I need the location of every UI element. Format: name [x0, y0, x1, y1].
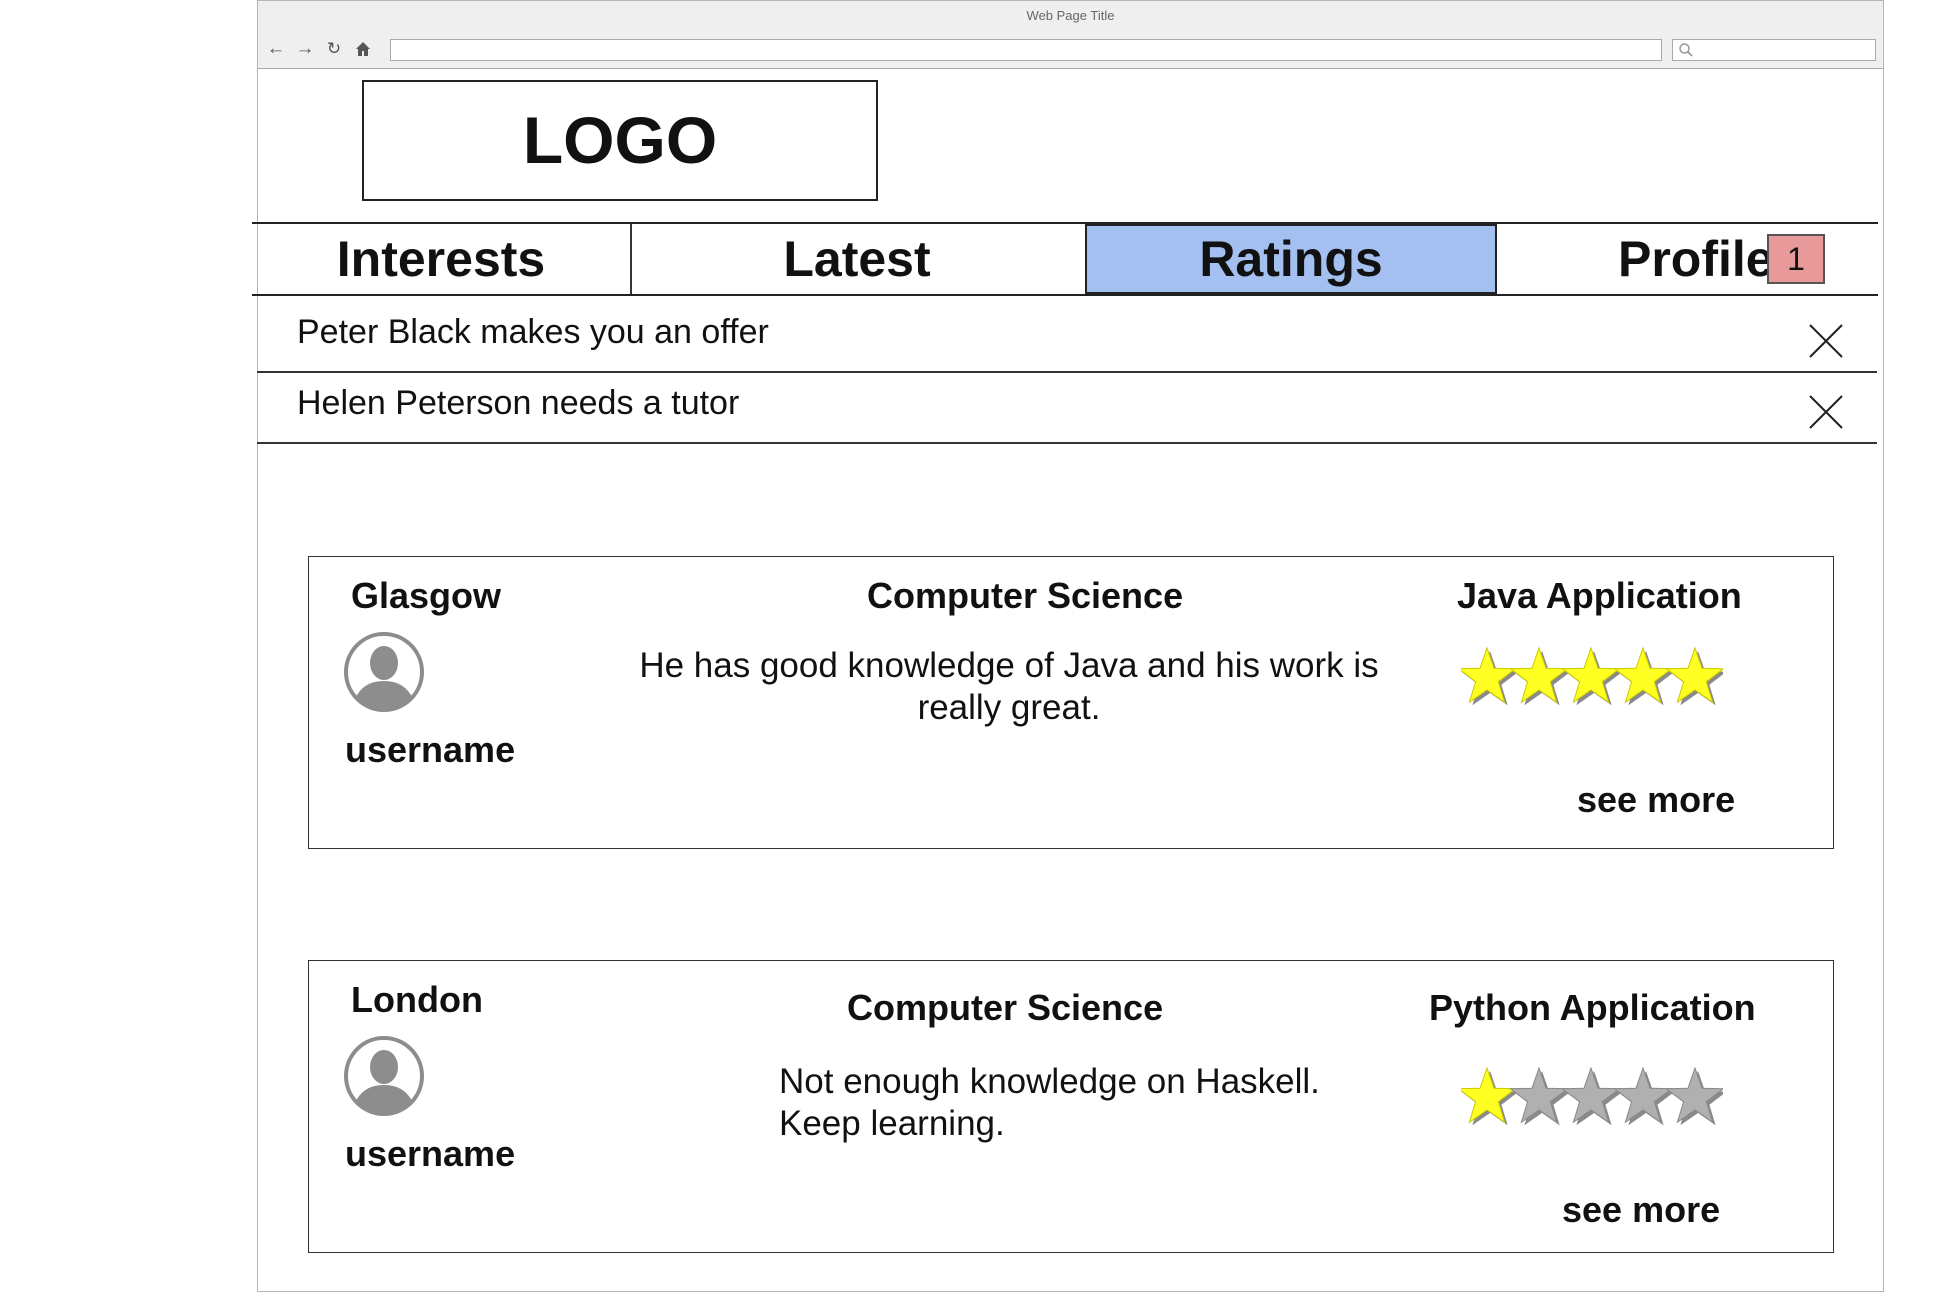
- browser-search-field[interactable]: [1672, 39, 1876, 61]
- window-title: Web Page Title: [258, 1, 1883, 32]
- tab-interests[interactable]: Interests: [336, 231, 546, 287]
- avatar-icon[interactable]: [343, 631, 425, 713]
- star-rating: [1461, 646, 1723, 706]
- rating-subject: Computer Science: [867, 575, 1184, 616]
- nav-top-border: [252, 222, 1878, 224]
- rating-subject: Computer Science: [847, 987, 1164, 1028]
- profile-notification-badge: 1: [1767, 234, 1825, 284]
- star-filled-icon: [1461, 1066, 1517, 1124]
- rating-username[interactable]: username: [345, 1133, 516, 1174]
- star-filled-icon: [1665, 646, 1723, 704]
- browser-window: Web Page Title ← → ↻: [257, 0, 1884, 1292]
- star-empty-icon: [1561, 1066, 1621, 1124]
- see-more-link[interactable]: see more: [1562, 1189, 1721, 1230]
- reload-icon[interactable]: ↻: [326, 39, 342, 58]
- browser-toolbar: ← → ↻: [258, 31, 1883, 69]
- address-bar[interactable]: [390, 39, 1662, 61]
- star-filled-icon: [1561, 646, 1621, 704]
- rating-city: Glasgow: [351, 575, 502, 616]
- see-more-link[interactable]: see more: [1577, 779, 1736, 820]
- notification-text: Helen Peterson needs a tutor: [297, 384, 740, 422]
- tab-ratings[interactable]: Ratings: [1085, 224, 1497, 294]
- close-icon[interactable]: [1808, 323, 1844, 359]
- star-empty-icon: [1509, 1066, 1569, 1124]
- rating-card: Glasgow username Computer Science He has…: [308, 556, 1834, 849]
- main-navigation: Interests Latest Ratings Profile 1: [252, 222, 1878, 297]
- rating-comment: Not enough knowledge on Haskell. Keep le…: [779, 1062, 1320, 1143]
- notification-divider: [257, 442, 1877, 444]
- tab-latest[interactable]: Latest: [783, 231, 931, 287]
- notification-item[interactable]: Helen Peterson needs a tutor: [257, 374, 1877, 444]
- search-icon: [1679, 43, 1693, 57]
- rating-card: London username Computer Science Not eno…: [308, 960, 1834, 1253]
- star-filled-icon: [1461, 646, 1517, 704]
- notification-item[interactable]: Peter Black makes you an offer: [257, 303, 1877, 373]
- site-logo[interactable]: LOGO: [362, 80, 878, 201]
- star-empty-icon: [1613, 1066, 1673, 1124]
- tab-divider: [630, 224, 632, 294]
- star-filled-icon: [1509, 646, 1569, 704]
- rating-project: Java Application: [1457, 575, 1742, 616]
- star-filled-icon: [1613, 646, 1673, 704]
- nav-bottom-border: [252, 294, 1878, 296]
- star-rating: [1461, 1066, 1723, 1126]
- forward-arrow-icon[interactable]: →: [295, 38, 315, 59]
- avatar-icon[interactable]: [343, 1035, 425, 1117]
- rating-project: Python Application: [1429, 987, 1756, 1028]
- star-empty-icon: [1665, 1066, 1723, 1124]
- notification-divider: [257, 371, 1877, 373]
- back-arrow-icon[interactable]: ←: [266, 38, 286, 59]
- rating-username[interactable]: username: [345, 729, 516, 770]
- notification-text: Peter Black makes you an offer: [297, 313, 769, 351]
- close-icon[interactable]: [1808, 394, 1844, 430]
- home-icon[interactable]: [352, 38, 374, 60]
- tab-profile[interactable]: Profile: [1618, 231, 1774, 287]
- rating-city: London: [351, 979, 483, 1020]
- rating-comment: He has good knowledge of Java and his wo…: [639, 646, 1379, 727]
